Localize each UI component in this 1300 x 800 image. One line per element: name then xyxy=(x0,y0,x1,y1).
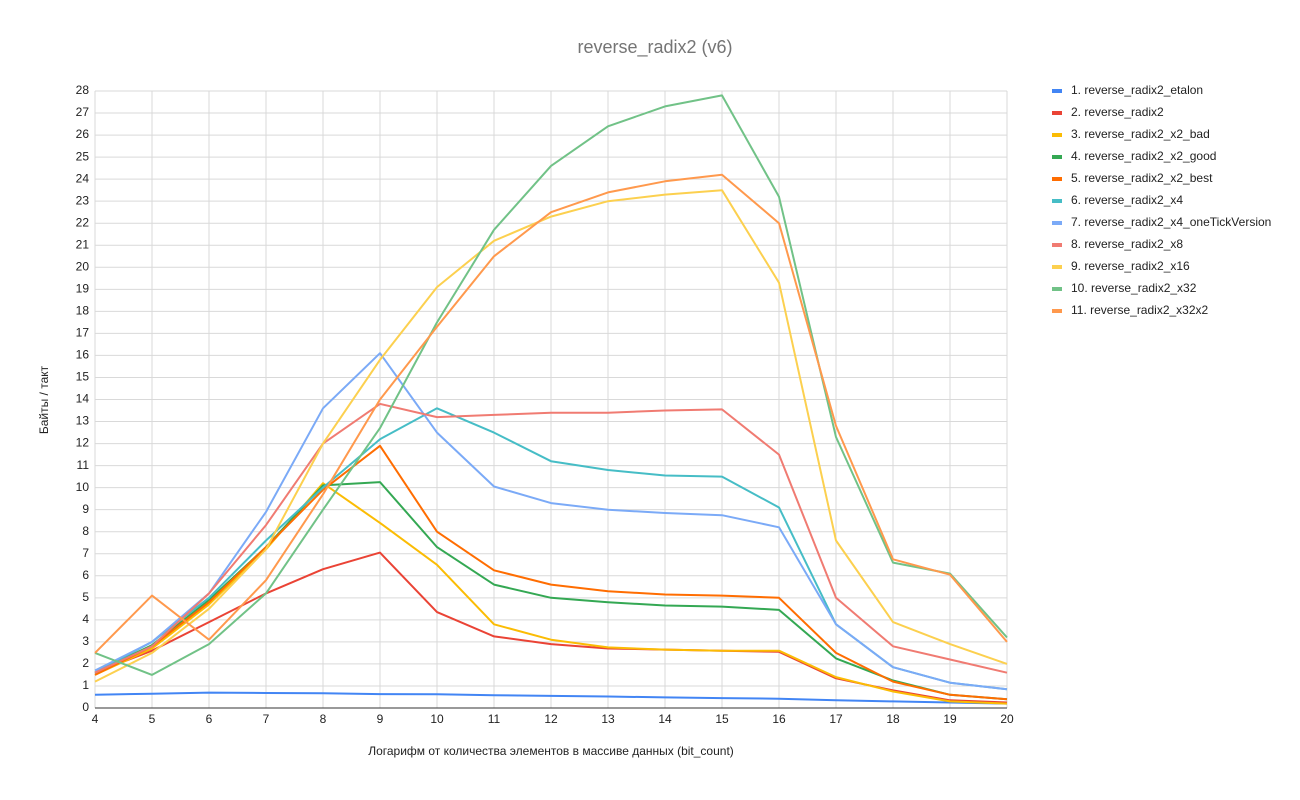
series-line xyxy=(94,189,1008,683)
y-tick-label: 19 xyxy=(76,281,90,295)
y-tick-label: 22 xyxy=(76,215,90,229)
legend-label: 9. reverse_radix2_x16 xyxy=(1071,259,1190,273)
legend-label: 7. reverse_radix2_x4_oneTickVersion xyxy=(1071,215,1271,229)
x-tick-label: 20 xyxy=(1000,712,1014,726)
y-tick-label: 7 xyxy=(82,546,89,560)
y-tick-label: 1 xyxy=(82,678,89,692)
x-tick-label: 7 xyxy=(263,712,270,726)
x-tick-label: 13 xyxy=(601,712,615,726)
x-tick-label: 12 xyxy=(544,712,558,726)
x-tick-label: 9 xyxy=(377,712,384,726)
x-tick-label: 18 xyxy=(886,712,900,726)
y-tick-label: 5 xyxy=(82,590,89,604)
series-line xyxy=(94,444,1008,701)
y-tick-label: 26 xyxy=(76,127,90,141)
y-tick-label: 14 xyxy=(76,392,90,406)
y-tick-label: 23 xyxy=(76,193,90,207)
y-tick-label: 27 xyxy=(76,105,90,119)
y-tick-label: 11 xyxy=(77,458,90,472)
y-tick-label: 0 xyxy=(82,700,89,714)
x-tick-label: 8 xyxy=(320,712,327,726)
series-line xyxy=(94,94,1008,676)
y-tick-label: 9 xyxy=(82,502,89,516)
y-tick-label: 8 xyxy=(82,524,89,538)
y-tick-label: 2 xyxy=(82,656,89,670)
y-tick-label: 28 xyxy=(76,83,90,97)
x-tick-label: 11 xyxy=(488,712,501,726)
legend-label: 6. reverse_radix2_x4 xyxy=(1071,193,1183,207)
x-tick-label: 14 xyxy=(658,712,672,726)
y-tick-label: 4 xyxy=(82,612,89,626)
y-tick-label: 25 xyxy=(76,149,90,163)
x-tick-label: 10 xyxy=(430,712,444,726)
x-tick-label: 17 xyxy=(829,712,843,726)
x-tick-label: 16 xyxy=(772,712,786,726)
x-axis-label: Логарифм от количества элементов в масси… xyxy=(368,744,734,758)
legend-label: 10. reverse_radix2_x32 xyxy=(1071,281,1197,295)
series-line xyxy=(94,402,1008,674)
y-tick-label: 15 xyxy=(76,370,90,384)
y-tick-label: 18 xyxy=(76,304,90,318)
y-axis-label: Байты / такт xyxy=(37,365,51,434)
y-tick-label: 17 xyxy=(76,326,90,340)
y-tick-label: 13 xyxy=(76,414,90,428)
series-line xyxy=(94,691,1008,705)
y-tick-label: 24 xyxy=(76,171,90,185)
legend-label: 1. reverse_radix2_etalon xyxy=(1071,83,1203,97)
series-line xyxy=(94,352,1008,691)
series-line xyxy=(94,173,1008,654)
legend-label: 4. reverse_radix2_x2_good xyxy=(1071,149,1216,163)
x-tick-label: 19 xyxy=(943,712,957,726)
y-tick-label: 12 xyxy=(76,436,90,450)
chart-title: reverse_radix2 (v6) xyxy=(577,37,732,58)
x-tick-label: 15 xyxy=(715,712,729,726)
y-tick-label: 6 xyxy=(82,568,89,582)
y-tick-label: 21 xyxy=(76,237,90,251)
x-tick-label: 6 xyxy=(206,712,213,726)
y-tick-label: 20 xyxy=(76,259,90,273)
y-tick-label: 3 xyxy=(82,634,89,648)
legend-label: 11. reverse_radix2_x32x2 xyxy=(1071,303,1209,317)
legend-label: 3. reverse_radix2_x2_bad xyxy=(1071,127,1210,141)
x-tick-label: 4 xyxy=(92,712,99,726)
legend-label: 2. reverse_radix2 xyxy=(1071,105,1164,119)
legend-label: 8. reverse_radix2_x8 xyxy=(1071,237,1183,251)
y-tick-label: 16 xyxy=(76,348,90,362)
y-tick-label: 10 xyxy=(76,480,90,494)
legend-label: 5. reverse_radix2_x2_best xyxy=(1071,171,1213,185)
series-line xyxy=(94,482,1008,705)
x-tick-label: 5 xyxy=(149,712,156,726)
